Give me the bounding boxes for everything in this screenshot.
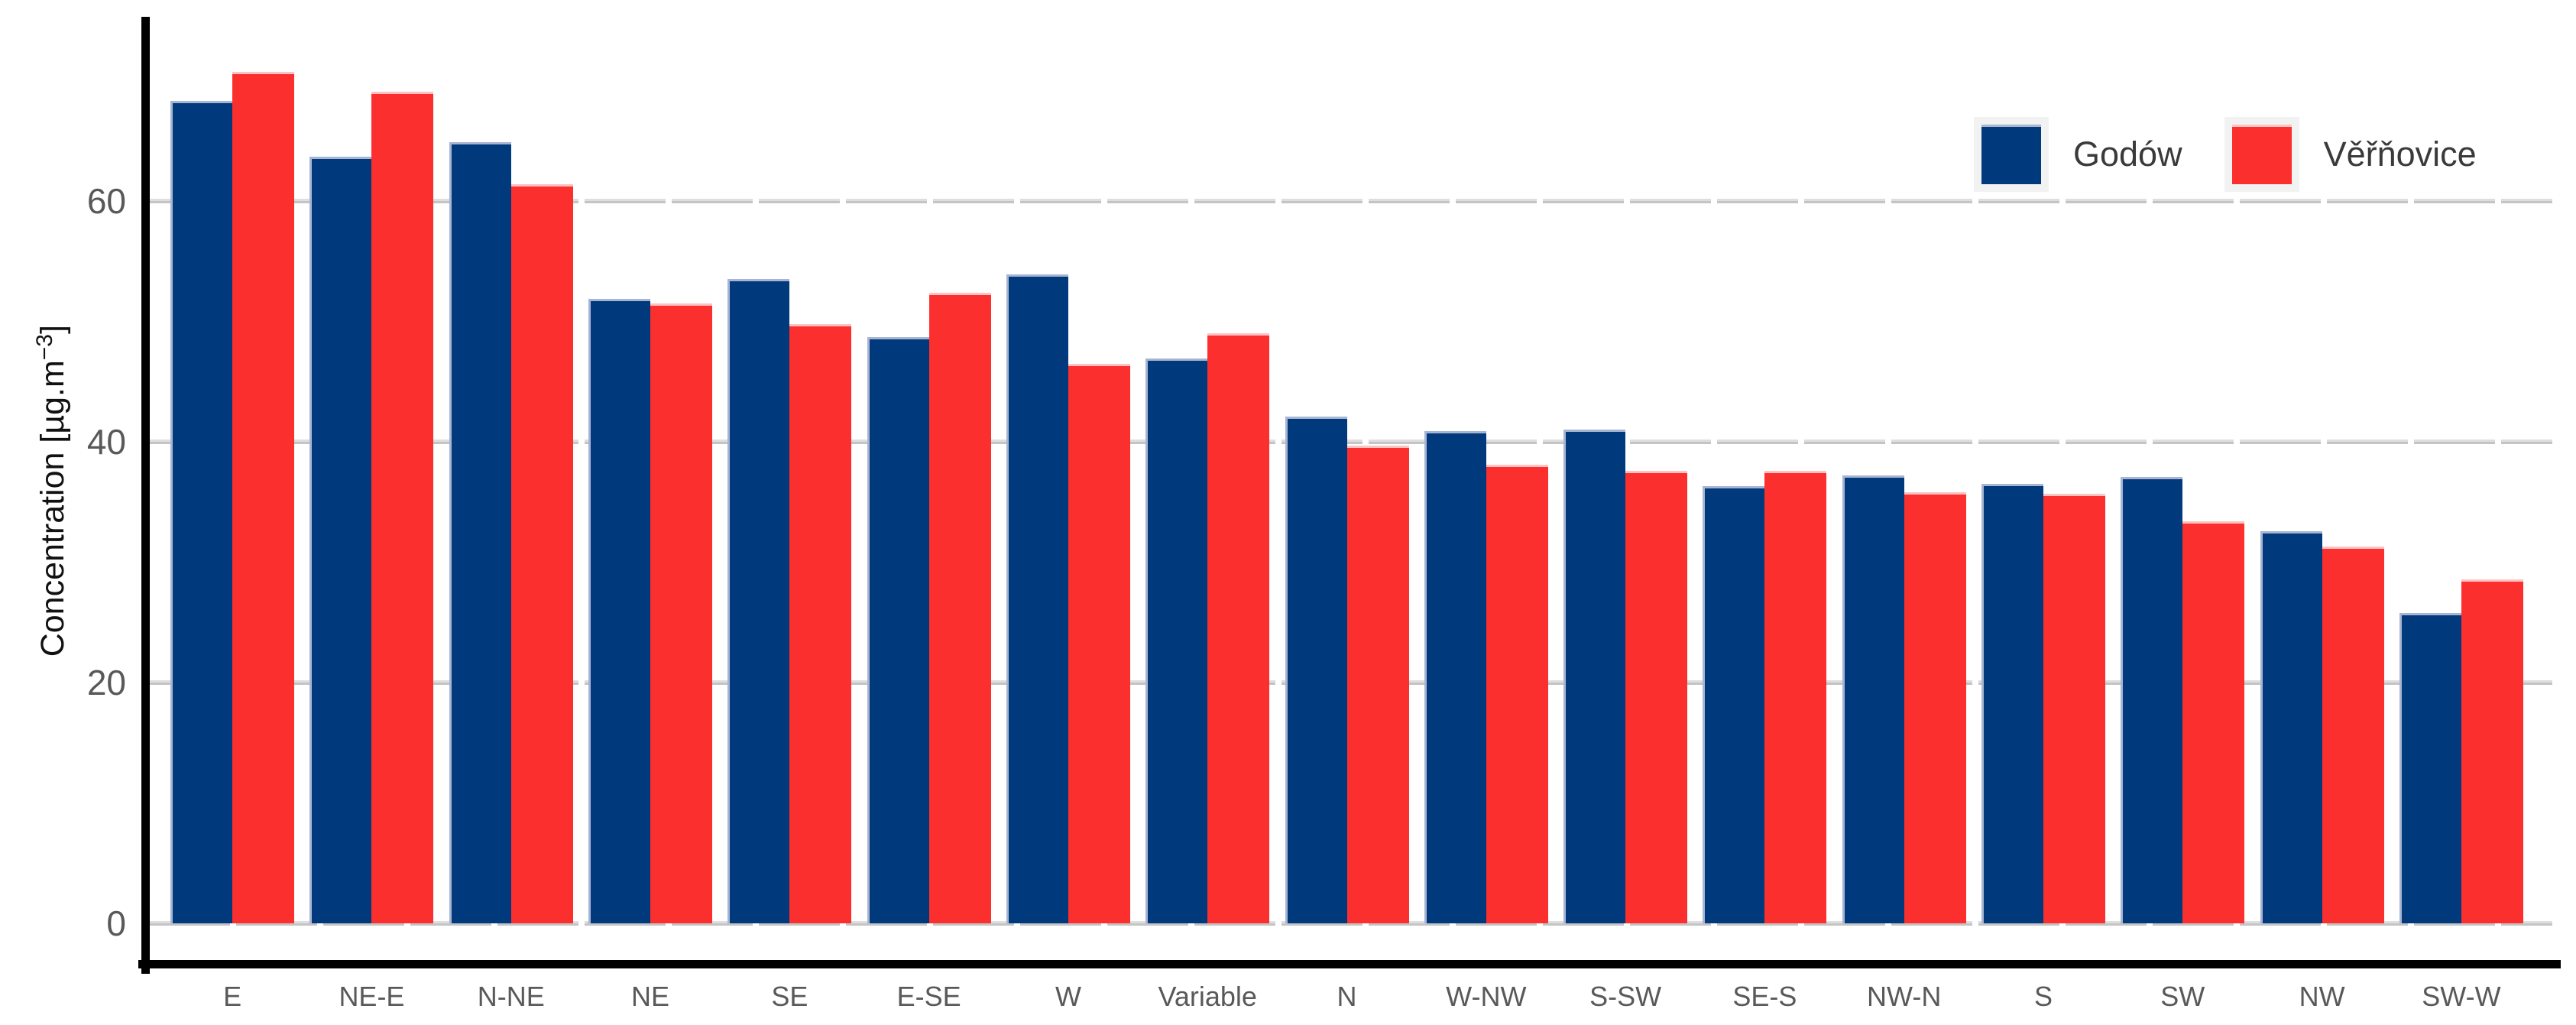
x-tick-label-NW-N: NW-N — [1867, 981, 1942, 1012]
bar-Godów-Variable — [1145, 358, 1208, 923]
bar-Věřňovice-Variable — [1207, 333, 1270, 923]
y-axis-title-bracket: ] — [34, 325, 72, 334]
bar-Godów-NE-E — [309, 157, 372, 923]
bar-group-NW-N — [1835, 475, 1974, 923]
bar-group-S — [1974, 484, 2113, 923]
gridline-40 — [149, 440, 2552, 444]
chart-legend: Godów Věřňovice — [1974, 117, 2519, 192]
bar-Věřňovice-NE-E — [371, 92, 434, 923]
bar-group-W — [999, 274, 1138, 923]
x-tick-label-S: S — [2034, 981, 2053, 1012]
bar-Věřňovice-E — [232, 72, 295, 923]
bar-group-E — [163, 72, 302, 923]
bar-Věřňovice-NE — [650, 303, 713, 923]
bar-Věřňovice-E-SE — [928, 293, 991, 923]
x-tick-label-S-SW: S-SW — [1589, 981, 1662, 1012]
x-tick-label-NE-E: NE-E — [339, 981, 405, 1012]
bar-Godów-W-NW — [1424, 431, 1486, 923]
bar-Godów-NW-N — [1842, 475, 1904, 923]
bar-group-E-SE — [859, 293, 998, 923]
x-tick-label-W-NW: W-NW — [1446, 981, 1527, 1012]
legend-label-Godów: Godów — [2073, 135, 2182, 174]
legend-entry-Věřňovice: Věřňovice — [2224, 117, 2477, 192]
bar-Godów-S — [1981, 484, 2043, 923]
x-tick-label-NE: NE — [631, 981, 670, 1012]
bar-Věřňovice-W — [1068, 364, 1130, 923]
bar-Godów-SE-S — [1703, 486, 1765, 923]
y-tick-label-60: 60 — [86, 181, 126, 221]
legend-swatch-Godów — [1981, 125, 2041, 184]
bar-Godów-N — [1285, 417, 1347, 923]
bar-Godów-W — [1006, 274, 1068, 923]
bar-series-container — [163, 19, 2531, 923]
bar-Věřňovice-W-NW — [1486, 465, 1548, 923]
bar-group-Variable — [1138, 333, 1277, 923]
y-tick-label-20: 20 — [86, 663, 126, 702]
y-axis-title: Concentration [µg.m−3] — [32, 277, 72, 705]
legend-key-background — [2224, 117, 2299, 192]
bar-Godów-NE — [588, 299, 651, 923]
x-tick-label-SE: SE — [771, 981, 808, 1012]
bar-Godów-E-SE — [867, 337, 929, 923]
bar-Godów-SW-W — [2399, 613, 2461, 923]
legend-label-Věřňovice: Věřňovice — [2323, 135, 2477, 174]
x-tick-label-E: E — [223, 981, 242, 1012]
bar-Godów-E — [170, 101, 233, 923]
x-axis-tick-labels: E NE-E N-NE NE SE E-SE W Variable N W-NW S-SW SE-S N… — [163, 981, 2531, 1013]
bar-group-NE-E — [302, 92, 441, 923]
y-tick-label-40: 40 — [86, 422, 126, 462]
bar-Godów-N-NE — [449, 142, 511, 923]
bar-Godów-SE — [727, 279, 790, 923]
legend-entry-Godów: Godów — [1974, 117, 2182, 192]
bar-Věřňovice-SE — [789, 324, 852, 923]
legend-key-background — [1974, 117, 2049, 192]
bar-Věřňovice-SE-S — [1764, 471, 1827, 923]
x-tick-label-SE-S: SE-S — [1732, 981, 1797, 1012]
x-tick-label-Variable: Variable — [1158, 981, 1257, 1012]
bar-Věřňovice-N-NE — [510, 184, 573, 923]
y-tick-label-0: 0 — [106, 903, 126, 943]
y-axis-title-superscript: −3 — [31, 333, 57, 361]
bar-Věřňovice-S-SW — [1625, 471, 1688, 923]
bar-Věřňovice-S — [2043, 494, 2105, 923]
bar-Godów-NW — [2260, 531, 2322, 923]
bar-group-N-NE — [442, 142, 581, 923]
bar-Věřňovice-NW-N — [1904, 492, 1966, 923]
x-tick-label-SW: SW — [2160, 981, 2205, 1012]
gridline-highlight — [149, 199, 2552, 201]
x-tick-label-W: W — [1055, 981, 1081, 1012]
bar-group-SW-W — [2392, 579, 2531, 923]
bar-group-W-NW — [1417, 431, 1556, 923]
y-axis-line — [141, 17, 150, 974]
legend-swatch-Věřňovice — [2231, 125, 2292, 184]
bar-group-SE-S — [1695, 471, 1834, 923]
x-tick-label-SW-W: SW-W — [2422, 981, 2501, 1012]
bar-Věřňovice-N — [1346, 446, 1409, 923]
bar-group-NE — [581, 299, 720, 923]
bar-Věřňovice-SW-W — [2461, 579, 2523, 923]
x-tick-label-N: N — [1337, 981, 1357, 1012]
bar-Věřňovice-NW — [2322, 547, 2384, 923]
x-tick-label-E-SE: E-SE — [896, 981, 961, 1012]
bar-group-NW — [2252, 531, 2391, 923]
bar-group-S-SW — [1556, 430, 1695, 923]
y-axis-title-text: Concentration [µg.m — [34, 360, 72, 657]
gridline-highlight — [149, 440, 2552, 442]
bar-group-SW — [2113, 477, 2252, 923]
bar-group-N — [1277, 417, 1416, 923]
x-tick-label-N-NE: N-NE — [477, 981, 545, 1012]
x-tick-label-NW: NW — [2299, 981, 2345, 1012]
bar-Godów-S-SW — [1563, 430, 1626, 923]
gridline-60 — [149, 199, 2552, 203]
bar-Godów-SW — [2121, 477, 2183, 923]
bar-Věřňovice-SW — [2182, 521, 2245, 923]
plot-area: Godów Věřňovice — [138, 17, 2561, 974]
x-axis-line — [138, 960, 2561, 968]
bar-group-SE — [720, 279, 859, 923]
